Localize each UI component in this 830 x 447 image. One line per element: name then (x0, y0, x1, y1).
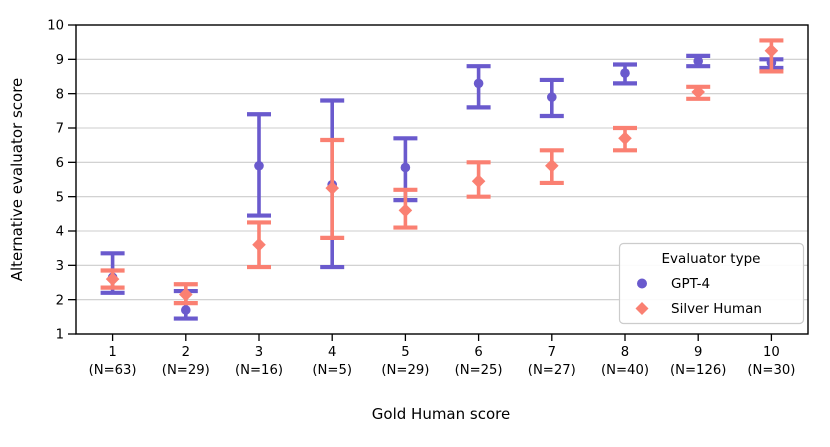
x-tick-label-n-7: (N=27) (528, 363, 576, 378)
x-axis-label: Gold Human score (372, 405, 510, 423)
series-silver-human (100, 38, 784, 306)
marker-silver-human-cat3 (252, 237, 266, 252)
y-tick-label-1: 1 (56, 328, 64, 343)
marker-gpt-4-cat2 (181, 305, 191, 315)
x-tick-label-score-4: 4 (328, 345, 336, 360)
x-tick-label-score-8: 8 (621, 345, 629, 360)
y-tick-label-7: 7 (56, 122, 64, 137)
marker-silver-human-cat5 (398, 203, 413, 218)
legend-box (618, 242, 805, 325)
marker-gpt-4-cat5 (400, 162, 411, 173)
marker-silver-human-cat9 (691, 85, 705, 99)
x-tick-label-n-3: (N=16) (235, 363, 283, 378)
legend-entry-silver-human: Silver Human (671, 301, 762, 317)
marker-silver-human-cat7 (545, 158, 559, 173)
marker-gpt-4-cat6 (473, 78, 484, 89)
x-tick-label-score-9: 9 (694, 345, 702, 360)
y-tick-label-10: 10 (47, 19, 64, 34)
x-tick-label-n-6: (N=25) (455, 363, 503, 378)
plot-spines (75, 24, 809, 335)
y-tick-label-6: 6 (56, 156, 64, 171)
x-tick-label-n-5: (N=29) (381, 363, 429, 378)
marker-silver-human-cat2 (179, 287, 193, 302)
y-tick-label-2: 2 (56, 293, 64, 308)
legend: Evaluator type GPT-4 Silver Human (618, 242, 805, 325)
x-tick-label-n-10: (N=30) (747, 363, 795, 378)
x-tick-label-n-1: (N=63) (89, 363, 137, 378)
gpt-4-legend-marker-icon (637, 278, 647, 289)
marker-silver-human-cat1 (105, 272, 120, 286)
x-tick-label-score-5: 5 (401, 345, 409, 360)
y-axis-label: Alternative evaluator score (8, 78, 26, 282)
marker-gpt-4-cat8 (620, 68, 630, 78)
y-tick-label-4: 4 (56, 225, 64, 240)
marker-silver-human-cat10 (764, 43, 779, 58)
marker-silver-human-cat8 (618, 131, 632, 146)
y-tick-label-5: 5 (56, 190, 64, 205)
x-tick-label-score-1: 1 (108, 345, 116, 360)
marker-gpt-4-cat7 (547, 92, 557, 102)
marker-silver-human-cat6 (471, 174, 486, 189)
x-tick-label-score-3: 3 (255, 345, 263, 360)
x-tick-label-n-2: (N=29) (162, 363, 210, 378)
plot-layer: 1 2 3 4 5 6 7 8 9 10 1 (N=63) 2 (N=29) 3 (N=16) 4 (N=5) 5 (… (47, 19, 809, 378)
x-tick-label-score-7: 7 (548, 345, 556, 360)
marker-silver-human-cat4 (325, 181, 339, 195)
silver-human-legend-marker-icon (635, 302, 649, 315)
x-tick-label-score-2: 2 (182, 345, 190, 360)
x-tick-label-score-10: 10 (763, 345, 780, 360)
y-tick-label-3: 3 (56, 259, 64, 274)
legend-entry-gpt-4: GPT-4 (671, 276, 710, 292)
x-tick-label-n-4: (N=5) (312, 363, 352, 378)
marker-gpt-4-cat3 (254, 160, 264, 171)
legend-title: Evaluator type (662, 251, 761, 267)
x-tick-label-score-6: 6 (474, 345, 482, 360)
y-tick-label-8: 8 (56, 87, 64, 102)
y-tick-label-9: 9 (56, 53, 64, 68)
x-tick-label-n-9: (N=126) (670, 363, 726, 378)
marker-gpt-4-cat9 (693, 56, 703, 66)
x-tick-label-n-8: (N=40) (601, 363, 649, 378)
